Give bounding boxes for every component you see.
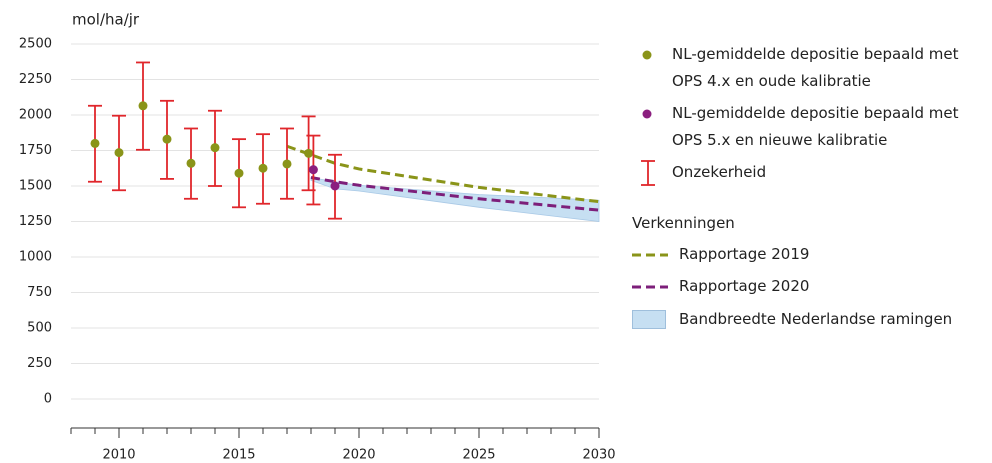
x-tick-label: 2020	[342, 448, 375, 463]
point	[186, 158, 196, 168]
y-tick-label: 2500	[19, 37, 52, 52]
y-axis-label: mol/ha/jr	[72, 11, 140, 29]
legend-heading: Verkenningen	[632, 214, 735, 232]
legend-icon	[632, 285, 668, 289]
legend-icon	[642, 109, 652, 119]
y-tick-label: 1750	[19, 143, 52, 158]
point	[304, 148, 314, 158]
legend-label: Bandbreedte Nederlandse ramingen	[679, 310, 953, 328]
x-tick-label: 2010	[102, 448, 135, 463]
point	[138, 101, 148, 111]
legend-label: Rapportage 2019	[679, 245, 810, 263]
x-tick-label: 2015	[222, 448, 255, 463]
point	[210, 143, 220, 153]
legend-icon	[641, 160, 655, 186]
x-tick-label: 2030	[582, 448, 615, 463]
point	[234, 168, 244, 178]
y-tick-label: 1000	[19, 250, 52, 265]
y-tick-label: 750	[27, 285, 52, 300]
y-tick-label: 0	[44, 392, 52, 407]
legend-label: NL-gemiddelde depositie bepaald met OPS …	[672, 104, 959, 149]
point	[330, 181, 340, 191]
y-tick-label: 1500	[19, 179, 52, 194]
point	[282, 159, 292, 169]
y-tick-label: 500	[27, 321, 52, 336]
y-tick-label: 2000	[19, 108, 52, 123]
y-tick-label: 1250	[19, 214, 52, 229]
legend-label: Onzekerheid	[672, 163, 767, 181]
projection-line	[310, 176, 600, 212]
y-tick-label: 250	[27, 356, 52, 371]
point	[162, 134, 172, 144]
point	[308, 165, 318, 175]
legend-icon	[642, 50, 652, 60]
point	[258, 163, 268, 173]
x-tick-label: 2025	[462, 448, 495, 463]
chart: mol/ha/jr 0 250 500 750 1000 1250 1500 1750 2000…	[19, 11, 616, 463]
legend-label: Rapportage 2020	[679, 277, 810, 295]
legend-icon	[632, 310, 666, 329]
point	[90, 138, 100, 148]
legend-icon	[632, 253, 668, 257]
y-tick-label: 2250	[19, 72, 52, 87]
point	[114, 148, 124, 158]
legend-label: NL-gemiddelde depositie bepaald met OPS …	[672, 45, 959, 90]
